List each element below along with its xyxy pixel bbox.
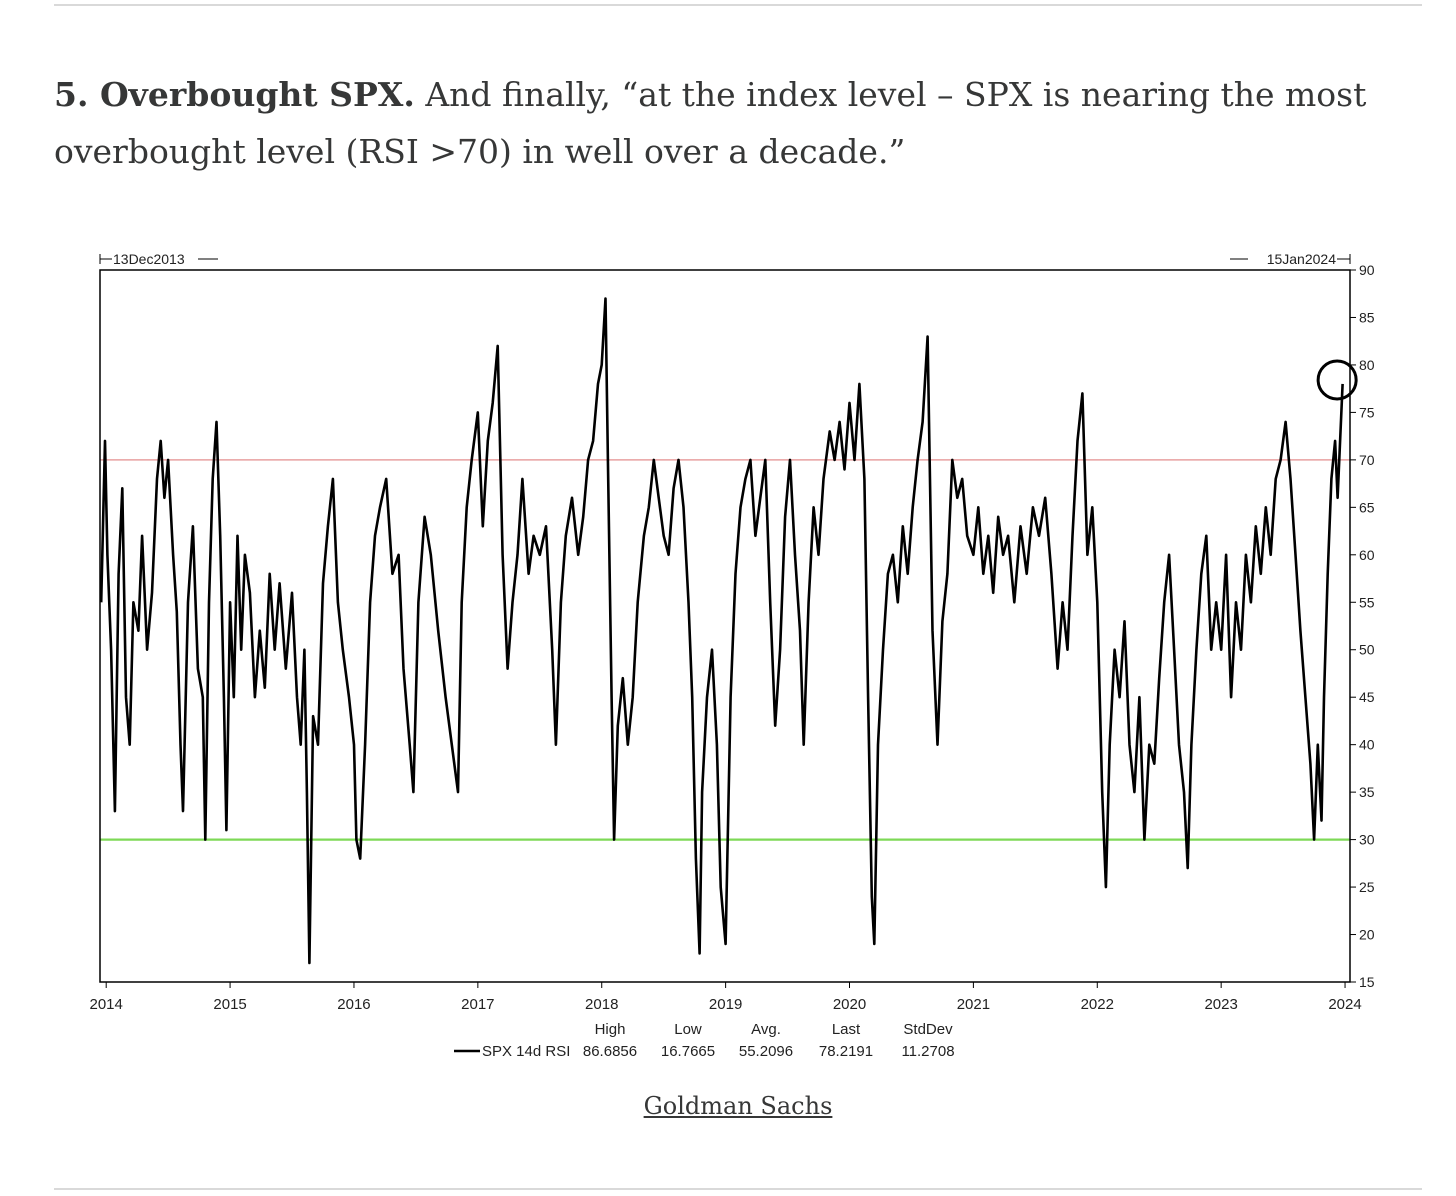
y-tick-label: 50 [1359,642,1375,658]
legend-stat-value: 78.2191 [819,1043,873,1060]
x-tick-label: 2014 [90,996,123,1013]
legend-stat-header: StdDev [903,1021,953,1038]
image-caption-link[interactable]: Goldman Sachs [643,1092,833,1120]
y-tick-label: 65 [1359,499,1375,515]
legend-stat-value: 11.2708 [901,1043,954,1060]
legend-stat-value: 86.6856 [583,1043,637,1060]
y-tick-label: 70 [1359,452,1375,468]
y-tick-label: 30 [1359,832,1375,848]
x-tick-label: 2020 [833,996,866,1013]
highlight-circle [1316,359,1358,401]
x-tick-label: 2017 [461,996,494,1013]
x-tick-label: 2021 [957,996,990,1013]
x-tick-label: 2016 [337,996,370,1013]
bottom-divider [54,1188,1422,1190]
y-tick-label: 75 [1359,404,1375,420]
y-tick-label: 45 [1359,689,1375,705]
legend-stat-header: Avg. [751,1021,781,1038]
x-tick-label: 2022 [1081,996,1114,1013]
plot-frame [99,269,1351,983]
y-tick-label: 55 [1359,594,1375,610]
paragraph-lead: 5. Overbought SPX. [54,75,415,114]
paragraph-body: And finally, “at the index level – SPX i… [54,75,1367,171]
y-tick-label: 60 [1359,547,1375,563]
legend-stat-value: 55.2096 [739,1043,793,1060]
legend-series-name: SPX 14d RSI [482,1043,570,1060]
y-tick-label: 15 [1359,974,1375,990]
start-date-label: 13Dec2013 [113,251,185,267]
y-tick-label: 85 [1359,309,1375,325]
x-tick-label: 2019 [709,996,742,1013]
x-tick-label: 2023 [1204,996,1237,1013]
rsi-chart: 2014 2015 2016 2017 2018 2019 2020 2021 2022 2023… [84,238,1384,1078]
legend-stat-header: Low [674,1021,702,1038]
y-tick-label: 80 [1359,357,1375,373]
rsi-chart-svg: 2014 2015 2016 2017 2018 2019 2020 2021 2022 2023… [90,251,1375,1060]
y-tick-label: 20 [1359,927,1375,943]
y-tick-label: 35 [1359,784,1375,800]
y-tick-label: 25 [1359,879,1375,895]
y-tick-label: 40 [1359,737,1375,753]
legend-stat-header: High [595,1021,626,1038]
legend-stat-header: Last [832,1021,861,1038]
series-line-rsi [99,297,1344,965]
x-tick-label: 2015 [213,996,246,1013]
article-paragraph: 5. Overbought SPX. And finally, “at the … [54,66,1414,180]
x-tick-label: 2024 [1328,996,1361,1013]
legend-stat-value: 16.7665 [661,1043,715,1060]
y-tick-label: 90 [1359,262,1375,278]
end-date-label: 15Jan2024 [1267,251,1337,267]
x-tick-label: 2018 [585,996,618,1013]
top-divider [54,4,1422,6]
